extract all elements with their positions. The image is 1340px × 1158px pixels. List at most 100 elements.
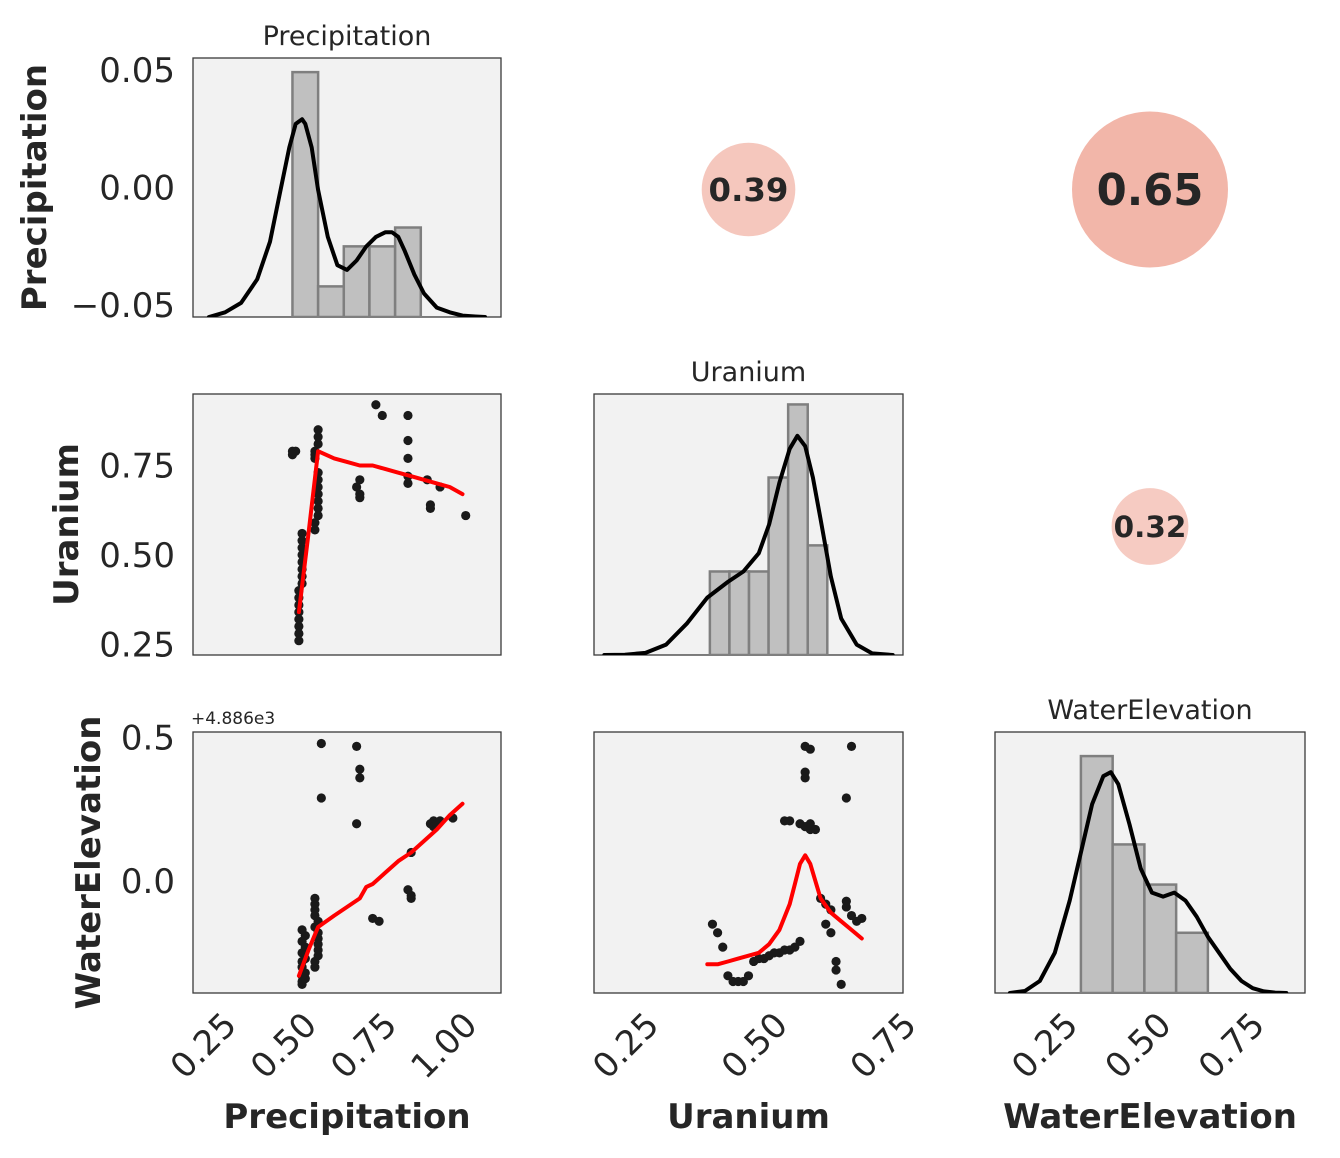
scatter-point-uranium-vs-precipitation-41 [403,435,413,446]
x-tick-label-col1-2: 0.75 [843,1005,925,1087]
scatter-point-waterelevation-vs-precipitation-37 [406,893,416,903]
hist-group-waterelevation [1007,754,1289,993]
scatter-point-waterelevation-vs-uranium-32 [821,919,831,929]
scatter-point-waterelevation-vs-precipitation-28 [352,741,362,751]
scatter-point-uranium-vs-precipitation-20 [310,518,320,528]
x-tick-label-col0-2: 0.75 [323,1005,405,1087]
scatter-point-uranium-vs-precipitation-19 [310,525,320,535]
scatter-group-uranium-vs-precipitation [287,400,471,646]
scatter-point-uranium-vs-precipitation-30 [313,439,323,449]
kde-line-uranium [602,433,895,655]
corr-value-0-2: 0.65 [1097,166,1204,216]
col-label-waterelevation: WaterElevation [1003,1097,1297,1137]
y-tick-label-row0-2: −0.05 [71,286,175,326]
scatter-point-waterelevation-vs-uranium-19 [785,816,795,826]
regression-line-waterelevation-vs-precipitation [296,801,465,978]
x-tick-label-col2-0: 0.25 [1004,1005,1086,1087]
scatter-point-waterelevation-vs-uranium-24 [800,773,810,783]
scatter-point-waterelevation-vs-precipitation-12 [297,925,307,935]
scatter-point-waterelevation-vs-uranium-17 [795,936,805,946]
scatter-point-uranium-vs-precipitation-22 [313,503,323,514]
hist-group-uranium [602,403,895,655]
scatter-point-waterelevation-vs-uranium-22 [805,744,815,754]
x-tick-label-col0-1: 0.50 [243,1005,325,1087]
scatter-point-uranium-vs-precipitation-39 [377,410,387,421]
hist-bar-uranium-4 [786,403,809,655]
scatter-point-uranium-vs-precipitation-38 [371,400,381,410]
col-label-precipitation: Precipitation [223,1097,470,1137]
row-label-uranium: Uranium [47,443,87,606]
scatter-point-uranium-vs-precipitation-44 [403,478,413,488]
x-tick-label-col0-0: 0.25 [163,1005,245,1087]
kde-line-waterelevation [1007,770,1289,993]
scatter-point-waterelevation-vs-uranium-2 [718,942,728,952]
kde-line-precipitation [207,117,487,317]
hist-bar-uranium-2 [747,570,770,655]
scatter-point-uranium-vs-precipitation-31 [313,432,323,442]
regression-line-uranium-vs-precipitation [296,449,465,615]
hist-bar-precipitation-0 [291,70,320,317]
y-tick-label-row2-1: 0.0 [121,862,175,902]
row-label-waterelevation: WaterElevation [69,716,109,1010]
scatter-point-uranium-vs-precipitation-21 [313,510,323,521]
corr-value-0-1: 0.39 [709,171,789,209]
scatter-point-uranium-vs-precipitation-3 [294,636,304,646]
scatter-point-waterelevation-vs-uranium-38 [841,896,851,906]
scatter-point-uranium-vs-precipitation-24 [313,489,323,499]
panel-scatter-waterelevation-vs-uranium [593,731,904,994]
scatter-point-uranium-vs-precipitation-5 [294,621,304,631]
scatter-point-uranium-vs-precipitation-16 [297,543,307,553]
scatter-point-waterelevation-vs-precipitation-26 [316,738,326,749]
hist-bar-precipitation-1 [316,285,346,317]
scatter-point-waterelevation-vs-uranium-41 [857,913,867,924]
corr-circle-1-2 [1111,488,1189,565]
scatter-point-uranium-vs-precipitation-42 [403,453,413,463]
x-tick-label-col2-1: 0.50 [1098,1005,1180,1087]
hist-title-uranium: Uranium [691,357,806,388]
scatter-point-waterelevation-vs-uranium-28 [810,824,821,835]
scatter-point-uranium-vs-precipitation-40 [403,410,413,421]
scatter-point-uranium-vs-precipitation-34 [352,482,362,492]
hist-bar-waterelevation-2 [1143,883,1178,993]
scatter-point-uranium-vs-precipitation-47 [425,503,436,514]
scatter-point-uranium-vs-precipitation-32 [313,425,323,435]
scatter-point-waterelevation-vs-precipitation-25 [310,893,320,903]
hist-bar-uranium-1 [728,570,751,655]
scatter-point-waterelevation-vs-precipitation-33 [374,916,384,926]
scatter-point-uranium-vs-precipitation-49 [461,510,471,521]
y-tick-label-row0-0: 0.05 [99,51,175,91]
scatter-point-waterelevation-vs-precipitation-30 [355,773,365,783]
scatter-group-waterelevation-vs-precipitation [296,738,465,989]
corr-circle-0-1 [701,142,796,237]
scatter-point-uranium-vs-precipitation-36 [355,493,365,503]
y-tick-label-row0-1: 0.00 [99,169,175,209]
panel-scatter-uranium-vs-precipitation [192,393,502,656]
scatter-point-uranium-vs-precipitation-23 [313,496,323,506]
x-tick-label-col1-1: 0.50 [714,1005,796,1087]
scatter-point-waterelevation-vs-uranium-33 [826,928,836,938]
hist-bar-precipitation-3 [368,245,397,317]
hist-title-waterelevation: WaterElevation [1047,695,1252,726]
scatter-point-uranium-vs-precipitation-37 [355,475,365,485]
scatter-point-waterelevation-vs-uranium-7 [743,971,754,981]
scatter-point-waterelevation-vs-precipitation-29 [355,764,365,774]
scatter-point-uranium-vs-precipitation-4 [294,628,304,639]
scatter-point-waterelevation-vs-uranium-1 [713,928,723,938]
scatter-point-uranium-vs-precipitation-17 [297,535,307,546]
scatter-point-uranium-vs-precipitation-2 [287,450,298,460]
scatter-point-uranium-vs-precipitation-18 [297,528,307,539]
y-offset-label: +4.886e3 [191,709,275,729]
corr-circle-0-2 [1072,111,1228,268]
col-label-uranium: Uranium [667,1097,830,1137]
regression-line-waterelevation-vs-uranium [705,853,864,967]
scatter-group-waterelevation-vs-uranium [705,741,867,989]
y-tick-label-row2-0: 0.5 [121,719,175,759]
scatter-point-waterelevation-vs-uranium-43 [841,793,851,803]
scatter-point-waterelevation-vs-precipitation-27 [316,793,326,803]
hist-bar-uranium-3 [767,476,790,655]
scatter-point-waterelevation-vs-uranium-0 [707,919,718,929]
scatter-point-waterelevation-vs-uranium-42 [846,741,857,751]
hist-bar-waterelevation-3 [1174,931,1210,993]
x-tick-label-col0-3: 1.00 [403,1005,485,1087]
